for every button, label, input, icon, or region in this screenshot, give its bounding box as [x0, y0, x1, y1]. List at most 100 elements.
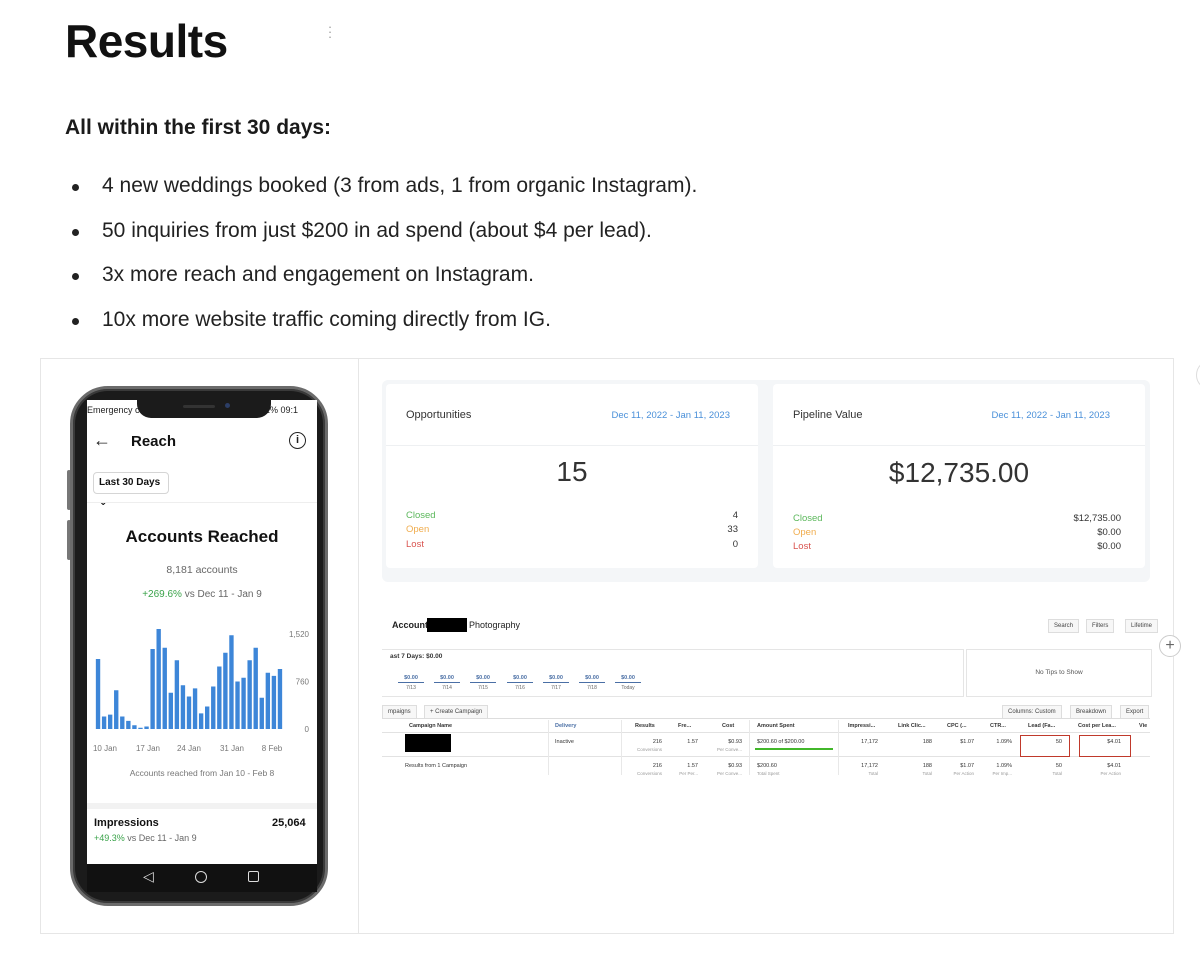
- day-tile[interactable]: $0.00 7/18: [579, 675, 605, 691]
- col-header[interactable]: Vie: [1139, 723, 1148, 729]
- closed-row: Closed 4: [406, 510, 738, 523]
- nav-back-icon[interactable]: ◁: [143, 868, 154, 884]
- cell-value: 1.57: [687, 763, 698, 769]
- filters-button[interactable]: Filters: [1086, 619, 1115, 633]
- col-header[interactable]: Campaign Name: [409, 723, 453, 729]
- impressions-cell: 17,172: [861, 739, 878, 745]
- results-cell: 216 Conversions: [632, 763, 662, 776]
- campaigns-dropdown[interactable]: mpaigns: [382, 705, 417, 719]
- nav-recents-icon[interactable]: [248, 871, 259, 882]
- day-tile[interactable]: $0.00 Today: [615, 675, 641, 691]
- row-value: $0.00: [1097, 541, 1121, 552]
- x-tick-label: 10 Jan: [93, 744, 117, 753]
- chart-bar: [107, 714, 113, 729]
- spend-summary-box: [382, 649, 964, 697]
- day-tile[interactable]: $0.00 7/14: [434, 675, 460, 691]
- back-arrow-icon[interactable]: ←: [93, 430, 111, 450]
- col-header[interactable]: Cost per Lea...: [1078, 723, 1116, 729]
- lead-cell: 50: [1055, 739, 1062, 745]
- cell-sub: Total: [922, 771, 932, 776]
- account-name: Photography: [469, 620, 521, 630]
- link-clicks-cell: 188: [922, 739, 932, 745]
- closed-row: Closed $12,735.00: [793, 513, 1121, 526]
- breakdown-dropdown[interactable]: Breakdown: [1070, 705, 1113, 719]
- row-label: Open: [793, 527, 817, 538]
- col-header[interactable]: Delivery: [555, 723, 577, 729]
- phone-screen: [87, 400, 317, 864]
- date-range[interactable]: Dec 11, 2022 - Jan 11, 2023: [611, 410, 730, 421]
- cost-cell: $0.93 Per Conve...: [710, 763, 742, 776]
- cell-sub: Per Action: [953, 771, 974, 776]
- camera-icon: [225, 403, 230, 408]
- spend-progress-bar: [755, 748, 833, 750]
- cell-sub: Conversions: [636, 747, 662, 752]
- list-item: 50 inquiries from just $200 in ad spend …: [70, 215, 697, 260]
- day-date: 7/16: [515, 685, 525, 691]
- col-header[interactable]: Amount Spent: [757, 723, 795, 729]
- chart-bar: [126, 720, 131, 729]
- chart-bar: [138, 727, 143, 729]
- chart-bar: [223, 652, 228, 729]
- cell-divider[interactable]: [358, 359, 359, 933]
- nav-home-icon[interactable]: [195, 871, 207, 883]
- day-tile[interactable]: $0.00 7/17: [543, 675, 569, 691]
- col-header[interactable]: Results: [635, 723, 655, 729]
- impressions-value: 25,064: [272, 817, 306, 829]
- cell-sub: Total: [868, 771, 878, 776]
- pipeline-value-card: Pipeline Value Dec 11, 2022 - Jan 11, 20…: [773, 384, 1145, 568]
- create-campaign-button[interactable]: + Create Campaign: [424, 705, 489, 719]
- chart-bar: [265, 672, 271, 729]
- divider: [87, 502, 317, 503]
- date-range-label: Last 30 Days: [99, 477, 161, 488]
- cost-per-lead-cell: $4.01 Per Action: [1095, 763, 1121, 776]
- col-header[interactable]: CPC (...: [947, 723, 967, 729]
- chart-bar: [180, 685, 186, 729]
- cost-per-lead-highlight: [1079, 735, 1131, 757]
- chart-bar: [120, 716, 125, 729]
- chart-bar: [205, 706, 210, 729]
- card-title: Opportunities: [406, 409, 472, 421]
- col-header[interactable]: Fre...: [678, 723, 692, 729]
- date-range[interactable]: Dec 11, 2022 - Jan 11, 2023: [991, 410, 1110, 421]
- row-label: Open: [406, 524, 430, 535]
- cell-value: $0.93: [728, 763, 742, 769]
- card-header: Pipeline Value Dec 11, 2022 - Jan 11, 20…: [773, 384, 1145, 446]
- chart-bar: [241, 677, 246, 729]
- cell-value: 188: [922, 763, 932, 769]
- chart-bar: [271, 675, 277, 729]
- add-column-button[interactable]: +: [1159, 635, 1181, 657]
- export-button[interactable]: Export: [1120, 705, 1150, 719]
- info-icon[interactable]: i: [289, 432, 306, 449]
- x-tick-label: 24 Jan: [177, 744, 201, 753]
- cell-value: $200.60: [757, 763, 777, 769]
- day-tile[interactable]: $0.00 7/16: [507, 675, 533, 691]
- drag-handle-icon[interactable]: · · ·: [327, 19, 333, 44]
- chart-bar: [156, 629, 161, 729]
- col-header[interactable]: CTR...: [990, 723, 1006, 729]
- x-tick-label: 31 Jan: [220, 744, 244, 753]
- col-header[interactable]: Cost: [722, 723, 735, 729]
- date-range-dropdown[interactable]: Last 30 Days ⌄: [93, 472, 169, 508]
- row-value: 0: [732, 539, 738, 550]
- day-tile[interactable]: $0.00 7/15: [470, 675, 496, 691]
- col-header[interactable]: Link Clic...: [898, 723, 926, 729]
- col-header[interactable]: Lead (Fa...: [1028, 723, 1056, 729]
- search-button[interactable]: Search: [1048, 619, 1080, 633]
- row-divider: [382, 732, 1150, 733]
- row-label: Closed: [793, 513, 823, 524]
- row-label: Closed: [406, 510, 436, 521]
- day-amount: $0.00: [507, 675, 533, 683]
- day-tile[interactable]: $0.00 7/13: [398, 675, 424, 691]
- columns-dropdown[interactable]: Columns: Custom: [1002, 705, 1062, 719]
- impressions-label: Impressions: [94, 817, 159, 829]
- cell-value: $1.07: [960, 763, 974, 769]
- col-header[interactable]: Impressi...: [848, 723, 876, 729]
- cost-cell: $0.93 Per Conve...: [710, 739, 742, 752]
- scroll-button[interactable]: [1196, 360, 1200, 390]
- open-row: Open 33: [406, 524, 738, 537]
- chart-bar: [259, 697, 264, 729]
- status-battery-time: 2% 09:1: [265, 405, 299, 415]
- lifetime-button[interactable]: Lifetime: [1125, 619, 1159, 633]
- results-list: 4 new weddings booked (3 from ads, 1 fro…: [70, 170, 697, 348]
- y-tick-label: 1,520: [289, 630, 310, 639]
